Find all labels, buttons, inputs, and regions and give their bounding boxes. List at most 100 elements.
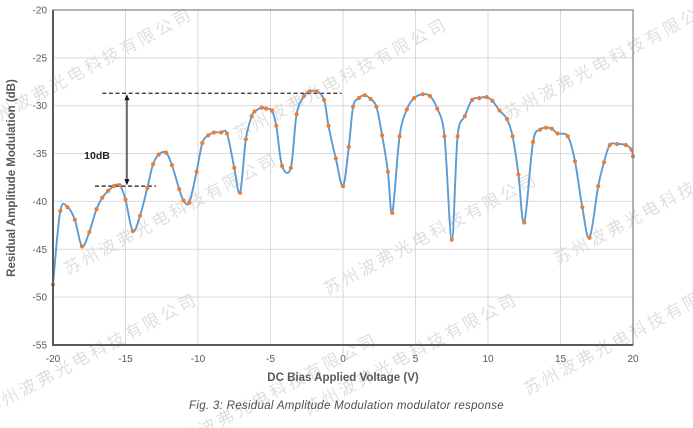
- data-point-marker: [117, 183, 122, 188]
- data-point-marker: [587, 235, 592, 240]
- data-point-marker: [607, 142, 612, 148]
- data-point-marker: [65, 205, 70, 210]
- data-point-marker: [111, 184, 116, 189]
- data-point-marker: [137, 213, 143, 218]
- data-point-marker: [462, 114, 467, 119]
- data-point-marker: [206, 133, 211, 138]
- data-point-marker: [181, 198, 186, 203]
- data-point-marker: [194, 169, 199, 174]
- data-point-marker: [58, 208, 63, 214]
- data-point-marker: [380, 133, 385, 138]
- data-point-marker: [340, 184, 346, 189]
- arrowhead-up-icon: [124, 94, 130, 101]
- data-point-marker: [100, 195, 105, 200]
- data-point-marker: [200, 140, 205, 146]
- data-point-marker: [259, 105, 264, 110]
- data-point-marker: [326, 123, 331, 128]
- data-point-marker: [572, 159, 578, 164]
- y-tick-label: -30: [33, 101, 48, 112]
- y-tick-label: -35: [33, 149, 48, 160]
- y-tick-label: -55: [33, 341, 48, 352]
- data-point-marker: [490, 98, 495, 103]
- data-point-marker: [374, 104, 379, 109]
- data-point-marker: [333, 156, 338, 161]
- y-tick-label: -40: [33, 197, 48, 208]
- x-tick-label: -15: [118, 354, 133, 365]
- data-point-marker: [362, 93, 367, 98]
- data-point-marker: [232, 165, 237, 170]
- y-tick-label: -50: [33, 293, 48, 304]
- data-point-marker: [368, 96, 373, 102]
- data-point-marker: [504, 117, 509, 122]
- data-point-marker: [555, 131, 560, 136]
- data-point-marker: [497, 108, 502, 113]
- data-series: [50, 89, 636, 287]
- data-point-marker: [614, 141, 620, 147]
- gridlines: [53, 10, 633, 345]
- x-tick-label: -10: [191, 354, 206, 365]
- data-point-marker: [449, 237, 454, 242]
- data-point-marker: [269, 108, 274, 113]
- data-point-marker: [580, 205, 585, 210]
- data-point-marker: [187, 200, 192, 205]
- data-point-marker: [87, 230, 92, 235]
- data-point-marker: [522, 220, 527, 225]
- data-point-marker: [346, 144, 351, 149]
- data-point-marker: [301, 94, 306, 99]
- data-point-marker: [252, 109, 257, 114]
- x-tick-label: 10: [482, 354, 494, 365]
- x-tick-label: -5: [266, 354, 275, 365]
- data-point-marker: [565, 134, 570, 139]
- data-point-marker: [390, 210, 395, 215]
- data-point-marker: [164, 150, 169, 155]
- arrowhead-down-icon: [124, 179, 130, 186]
- x-tick-label: 15: [555, 354, 567, 365]
- data-point-marker: [623, 142, 628, 148]
- data-point-marker: [322, 97, 327, 103]
- data-point-marker: [420, 92, 425, 97]
- data-point-marker: [412, 96, 417, 101]
- data-point-marker: [596, 184, 601, 189]
- data-point-marker: [397, 134, 402, 139]
- data-point-marker: [601, 160, 607, 165]
- data-point-marker: [145, 185, 150, 191]
- data-point-marker: [288, 165, 293, 170]
- data-point-marker: [274, 123, 279, 128]
- data-point-marker: [435, 106, 440, 111]
- data-point-marker: [470, 97, 475, 103]
- data-point-marker: [224, 131, 230, 136]
- x-tick-label: -20: [46, 354, 61, 365]
- data-point-marker: [549, 126, 554, 131]
- data-point-marker: [543, 125, 549, 130]
- data-point-marker: [156, 152, 161, 157]
- data-point-marker: [477, 96, 482, 101]
- data-point-marker: [538, 127, 543, 132]
- data-point-marker: [243, 137, 248, 142]
- data-point-marker: [314, 89, 319, 94]
- data-point-marker: [307, 89, 312, 94]
- data-point-marker: [79, 244, 85, 249]
- data-point-marker: [356, 96, 361, 101]
- data-point-marker: [294, 112, 299, 117]
- data-point-marker: [238, 190, 243, 195]
- y-tick-label: -25: [33, 53, 48, 64]
- annotation-layer: [95, 92, 342, 187]
- tick-labels: -20 -15 -10 -5 0 5 10 15 20-20-25-30-35-40-45-50…: [33, 6, 639, 366]
- y-tick-label: -45: [33, 245, 48, 256]
- figure-caption: Fig. 3: Residual Amplitude Modulation mo…: [189, 400, 504, 412]
- data-point-marker: [484, 95, 489, 100]
- data-point-marker: [530, 140, 536, 145]
- data-point-marker: [455, 134, 460, 139]
- data-point-marker: [169, 163, 174, 168]
- data-point-marker: [151, 162, 156, 167]
- y-axis-title: Residual Amplitude Modulation (dB): [6, 79, 18, 277]
- data-point-marker: [249, 114, 254, 119]
- data-point-marker: [130, 229, 135, 234]
- data-point-marker: [385, 169, 390, 174]
- data-point-marker: [516, 172, 521, 177]
- data-point-marker: [264, 106, 269, 111]
- data-point-marker: [94, 207, 99, 212]
- annotation-10db-label: 10dB: [84, 150, 110, 162]
